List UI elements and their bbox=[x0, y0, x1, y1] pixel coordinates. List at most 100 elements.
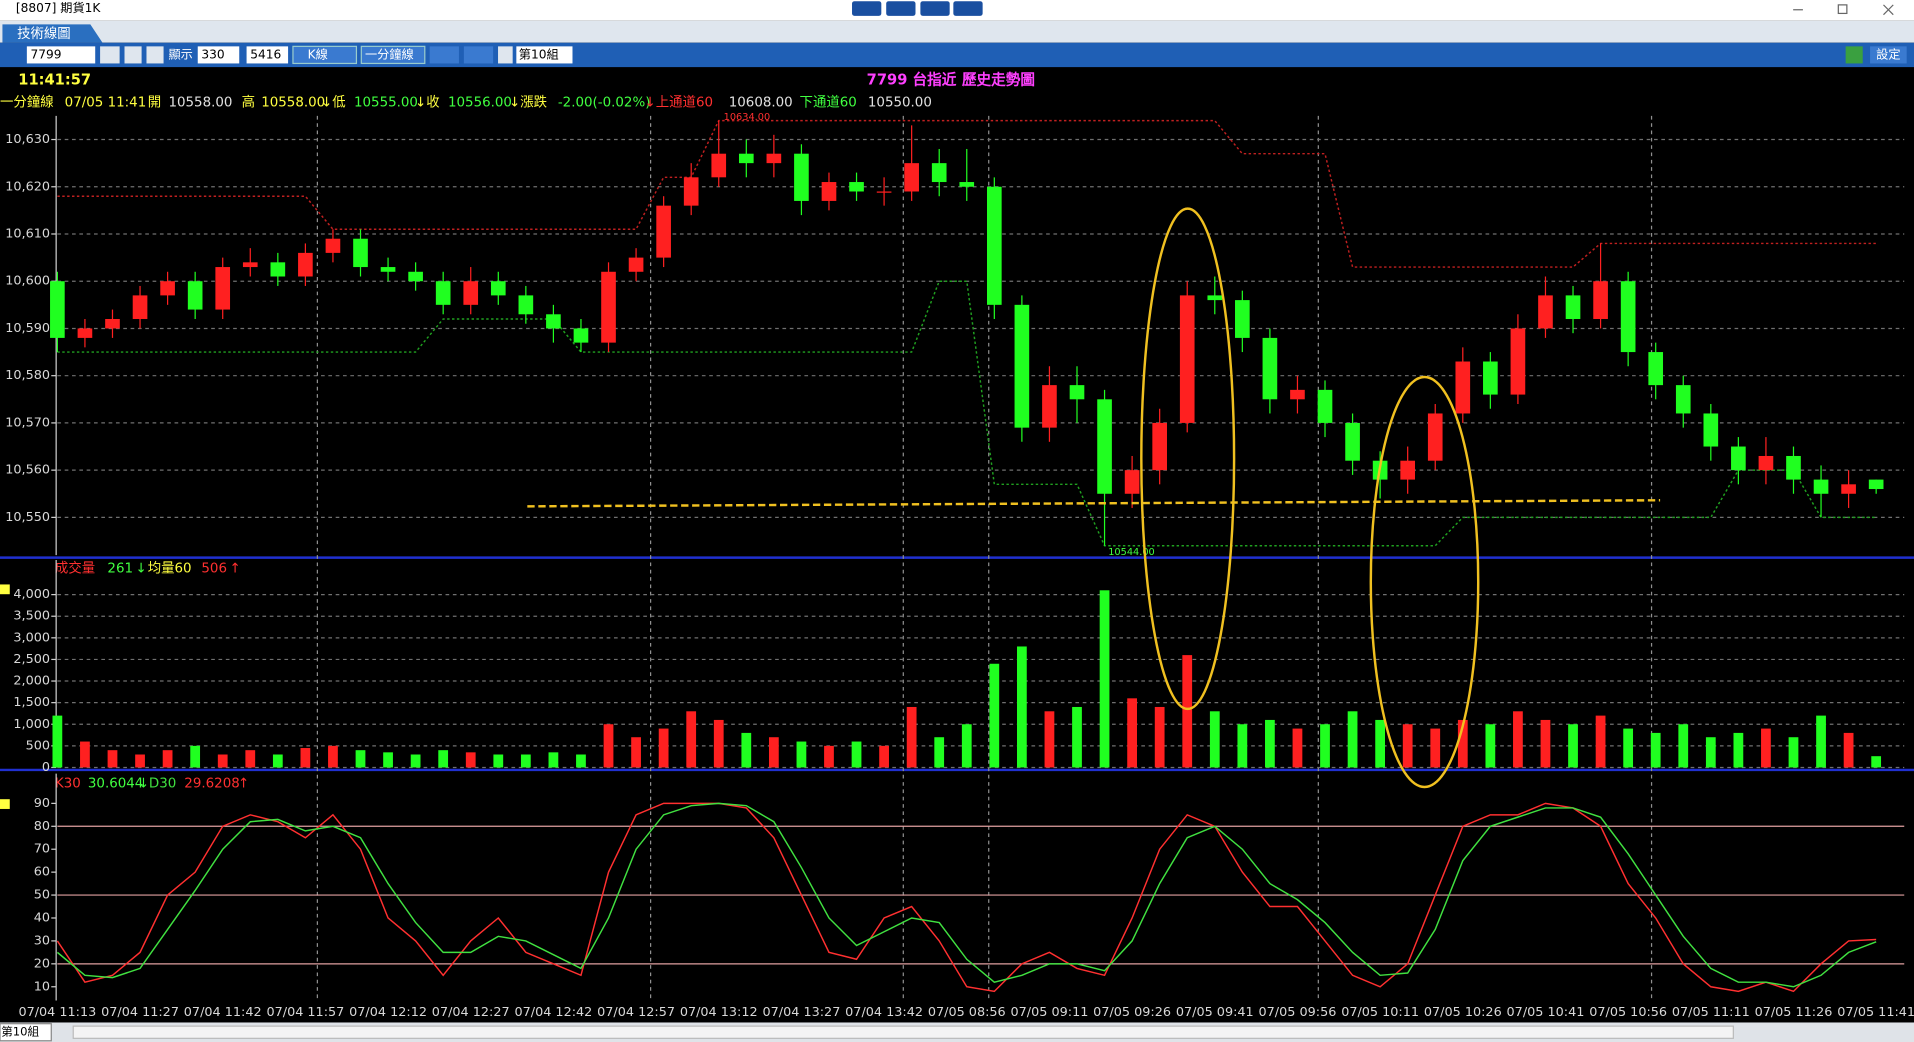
candle-body bbox=[187, 281, 203, 310]
search-button[interactable] bbox=[100, 46, 120, 64]
kd-line bbox=[56, 802, 1877, 988]
lower-label: 下通道60 bbox=[800, 94, 857, 110]
down-button[interactable] bbox=[146, 46, 164, 64]
open-value: 10558.00 bbox=[168, 95, 232, 110]
pen-tool[interactable] bbox=[463, 46, 494, 64]
group-icon[interactable] bbox=[498, 46, 513, 64]
group-value[interactable]: 第10組 bbox=[519, 47, 559, 61]
period-label[interactable]: 一分鐘線 bbox=[365, 46, 414, 61]
settings-button[interactable] bbox=[1870, 46, 1907, 64]
count-input[interactable] bbox=[197, 46, 240, 64]
volume-bar bbox=[1209, 711, 1220, 768]
candle-body bbox=[1813, 479, 1829, 494]
change-value: -2.00(-0.02%) bbox=[558, 95, 651, 110]
volume-bar bbox=[1016, 646, 1027, 768]
chart-type-button[interactable] bbox=[292, 45, 358, 65]
candle-body bbox=[1538, 295, 1553, 329]
volume-bar bbox=[576, 754, 586, 768]
x-tick-label: 07/04 12:42 bbox=[514, 1005, 592, 1020]
highlight-ellipse bbox=[1369, 375, 1480, 789]
volume-bar bbox=[1871, 756, 1882, 768]
volume-bar bbox=[1099, 590, 1110, 768]
window-title: [8807] 期貨1K bbox=[16, 0, 102, 15]
count-value[interactable]: 330 bbox=[201, 47, 224, 61]
candle-body bbox=[325, 238, 341, 253]
candle-body bbox=[1290, 389, 1305, 400]
status-group[interactable]: 第10組 bbox=[1, 1025, 39, 1039]
candle-body bbox=[573, 328, 589, 343]
volume-bar bbox=[438, 750, 449, 768]
scrollbar[interactable] bbox=[72, 1025, 1734, 1039]
chart-type-label[interactable]: K線 bbox=[308, 46, 328, 61]
candle-body bbox=[1731, 446, 1746, 471]
volume-bar bbox=[548, 752, 559, 768]
total-input[interactable] bbox=[246, 46, 289, 64]
volume-bar bbox=[1513, 711, 1523, 768]
x-tick-label: 07/05 10:41 bbox=[1507, 1005, 1585, 1020]
candle-body bbox=[242, 262, 258, 268]
chart-title: 歷史走勢圖 bbox=[962, 71, 1035, 89]
window-controls[interactable] bbox=[1793, 4, 1894, 16]
candle-body bbox=[1400, 460, 1416, 480]
settings-label[interactable]: 設定 bbox=[1876, 46, 1900, 61]
volume-bar bbox=[1623, 728, 1634, 768]
volume-bar bbox=[603, 724, 614, 768]
volume-bar bbox=[961, 724, 972, 768]
panel-toggle[interactable] bbox=[0, 584, 10, 595]
low-annotation: 10544.00 bbox=[1108, 547, 1155, 558]
support-line bbox=[527, 499, 1661, 508]
group-select[interactable] bbox=[0, 1023, 52, 1042]
volume-bar bbox=[1843, 732, 1854, 768]
y-tick-label: 1,500 bbox=[13, 695, 50, 710]
x-tick-label: 07/05 09:11 bbox=[1011, 1005, 1089, 1020]
change-label: ↓漲跌 bbox=[509, 94, 547, 110]
panel-toggle[interactable] bbox=[0, 799, 10, 809]
volume-bar bbox=[658, 728, 669, 768]
y-tick-label: 10,610 bbox=[5, 226, 50, 241]
x-tick-label: 07/04 11:27 bbox=[101, 1005, 179, 1020]
y-tick-label: 10,600 bbox=[5, 274, 50, 289]
candle-body bbox=[50, 281, 65, 338]
x-tick-label: 07/04 13:12 bbox=[680, 1005, 758, 1020]
d-last: 29.6208 bbox=[184, 776, 239, 791]
x-tick-label: 07/05 10:26 bbox=[1424, 1005, 1502, 1020]
candle-body bbox=[1262, 337, 1278, 400]
candle-body bbox=[1593, 281, 1608, 320]
period-button[interactable] bbox=[360, 45, 426, 65]
candle-body bbox=[628, 257, 644, 272]
volume-bar bbox=[879, 745, 889, 768]
volume-bar bbox=[80, 741, 90, 768]
x-tick-label: 07/05 10:11 bbox=[1341, 1005, 1419, 1020]
symbol-input[interactable] bbox=[26, 46, 96, 64]
symbol-value[interactable]: 7799 bbox=[31, 47, 62, 61]
close-label: ↓收 bbox=[415, 94, 440, 110]
session-grid bbox=[316, 115, 1653, 1001]
candle-body bbox=[656, 205, 671, 258]
volume-bar bbox=[1072, 706, 1082, 768]
low-label: ↓低 bbox=[321, 94, 346, 110]
tab[interactable] bbox=[2, 24, 103, 43]
y-tick-label: 1,000 bbox=[13, 717, 50, 732]
volume-bar bbox=[1568, 724, 1578, 768]
x-tick-label: 07/04 11:57 bbox=[266, 1005, 344, 1020]
tab-label[interactable]: 技術線圖 bbox=[17, 26, 71, 42]
candle-body bbox=[1510, 328, 1526, 395]
volume-bar bbox=[1705, 737, 1716, 768]
up-button[interactable] bbox=[124, 46, 142, 64]
x-tick-label: 07/04 13:42 bbox=[845, 1005, 923, 1020]
candle-body bbox=[1648, 352, 1664, 386]
candle-body bbox=[986, 186, 1002, 305]
x-tick-label: 07/04 11:13 bbox=[18, 1005, 96, 1020]
candle-body bbox=[1620, 281, 1636, 353]
candle-body bbox=[1758, 455, 1774, 471]
group-select[interactable] bbox=[516, 46, 573, 64]
y-tick-label: 10,580 bbox=[5, 368, 50, 383]
x-tick-label: 07/04 12:57 bbox=[597, 1005, 675, 1020]
candle-body bbox=[1455, 361, 1471, 414]
excel-button[interactable] bbox=[1845, 46, 1863, 64]
candle-body bbox=[738, 153, 754, 164]
total-value[interactable]: 5416 bbox=[250, 47, 281, 61]
draw-tool[interactable] bbox=[429, 46, 459, 64]
title-tools[interactable] bbox=[852, 1, 983, 16]
volume-bar bbox=[686, 711, 697, 768]
